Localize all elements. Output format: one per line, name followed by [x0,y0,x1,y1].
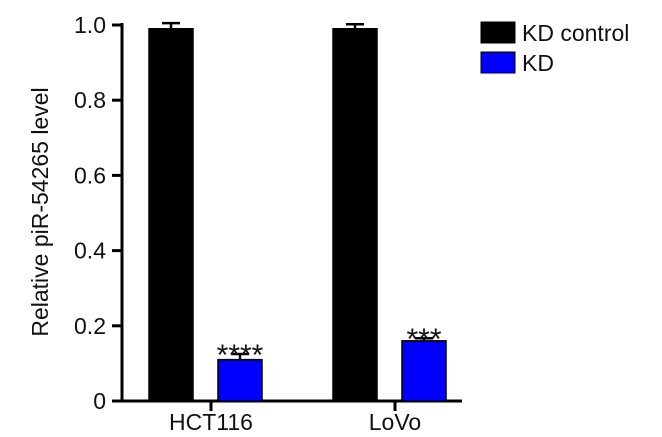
bars: **** *** [148,21,447,402]
legend-swatch [480,51,516,74]
axes: 0 0.2 0.4 0.6 0.8 1.0 HCT116 LoVo [74,12,462,435]
y-tick-label: 0.8 [74,87,106,113]
significance-label: *** [406,323,441,356]
legend: KD control KD [480,20,629,76]
y-tick-label: 0 [93,388,106,414]
y-tick-label: 1.0 [74,12,106,38]
legend-swatch [480,21,516,44]
legend-label: KD [522,50,554,76]
x-tick-label: LoVo [369,409,421,435]
bar [217,358,263,402]
x-tick-label: HCT116 [169,409,253,435]
y-axis-title: Relative piR-54265 level [27,87,53,336]
y-tick-label: 0.2 [74,313,106,339]
y-tick-label: 0.4 [74,238,106,264]
bar [148,28,194,402]
legend-label: KD control [522,20,629,46]
bar [332,28,378,402]
significance-label: **** [217,339,264,372]
y-tick-label: 0.6 [74,162,106,188]
